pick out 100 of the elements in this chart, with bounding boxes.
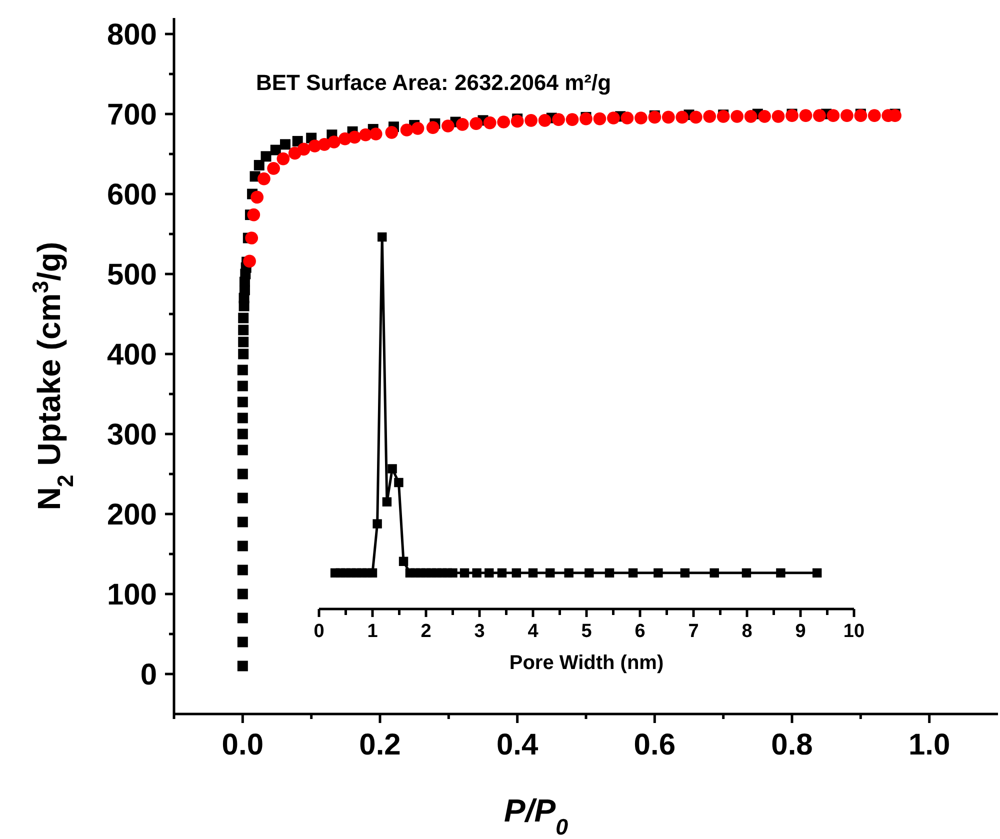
x-tick-label: 8 bbox=[742, 620, 752, 642]
point bbox=[716, 110, 730, 123]
point bbox=[385, 126, 398, 139]
point bbox=[676, 110, 689, 124]
x-tick-label: 5 bbox=[581, 620, 592, 642]
point bbox=[426, 121, 440, 134]
point bbox=[538, 114, 552, 127]
point bbox=[510, 114, 524, 128]
point bbox=[328, 136, 340, 148]
point bbox=[472, 568, 482, 578]
point bbox=[238, 312, 249, 324]
x-tick-label: 0.2 bbox=[359, 728, 401, 762]
point bbox=[776, 568, 786, 578]
point bbox=[411, 122, 424, 135]
point bbox=[812, 568, 822, 578]
x-tick-label: 4 bbox=[528, 620, 539, 642]
point bbox=[689, 110, 702, 124]
point bbox=[662, 110, 675, 124]
point bbox=[484, 568, 494, 578]
x-tick-label: 0 bbox=[314, 620, 324, 642]
point bbox=[593, 112, 606, 126]
point bbox=[680, 568, 690, 578]
point bbox=[448, 568, 458, 578]
x-tick-label: 1.0 bbox=[908, 728, 950, 762]
point bbox=[483, 116, 496, 130]
point bbox=[280, 139, 290, 150]
point bbox=[382, 497, 392, 506]
point bbox=[237, 612, 248, 624]
x-tick-label: 9 bbox=[795, 620, 806, 642]
point bbox=[710, 568, 719, 578]
point bbox=[372, 519, 382, 528]
point bbox=[237, 380, 248, 392]
point bbox=[254, 160, 264, 170]
y-tick-label: 200 bbox=[106, 498, 157, 532]
point bbox=[634, 112, 648, 124]
point bbox=[250, 190, 264, 204]
point bbox=[297, 142, 310, 156]
x-tick-label: 2 bbox=[420, 620, 432, 642]
point bbox=[868, 109, 881, 122]
point bbox=[604, 568, 614, 578]
point bbox=[400, 124, 414, 136]
point bbox=[237, 540, 248, 552]
x-tick-label: 10 bbox=[843, 620, 865, 642]
point bbox=[237, 468, 248, 480]
x-tick-label: 3 bbox=[474, 620, 485, 642]
x-axis-title: P/P$_{0}$ bbox=[504, 792, 569, 839]
point bbox=[854, 109, 868, 122]
point bbox=[238, 324, 249, 336]
point bbox=[524, 114, 538, 127]
x-tick-label: 7 bbox=[688, 620, 699, 642]
point bbox=[772, 110, 785, 123]
point bbox=[388, 464, 397, 474]
point bbox=[237, 588, 248, 600]
point bbox=[237, 492, 248, 504]
point bbox=[276, 152, 290, 166]
point bbox=[607, 112, 620, 124]
point bbox=[742, 568, 752, 578]
point bbox=[238, 348, 249, 360]
point bbox=[258, 172, 270, 186]
point bbox=[237, 636, 248, 648]
point bbox=[245, 232, 258, 244]
point bbox=[260, 151, 272, 162]
point bbox=[398, 556, 408, 566]
x-tick-label: 6 bbox=[634, 620, 646, 642]
point bbox=[826, 109, 840, 122]
point bbox=[238, 336, 249, 348]
point bbox=[648, 110, 662, 124]
point bbox=[813, 109, 826, 122]
y-tick-label: 700 bbox=[106, 98, 157, 132]
point bbox=[512, 568, 522, 578]
point bbox=[348, 130, 362, 144]
point bbox=[378, 232, 387, 242]
y-tick-label: 800 bbox=[106, 18, 157, 52]
point bbox=[460, 568, 470, 578]
point bbox=[758, 110, 771, 123]
point bbox=[564, 568, 574, 578]
point bbox=[237, 428, 248, 440]
point bbox=[546, 568, 555, 578]
point bbox=[247, 208, 260, 222]
point bbox=[456, 118, 469, 131]
point bbox=[654, 568, 663, 578]
point bbox=[580, 112, 592, 126]
y-tick-label: 500 bbox=[106, 258, 157, 292]
point bbox=[237, 412, 248, 424]
point bbox=[470, 117, 483, 130]
point bbox=[799, 109, 812, 122]
point bbox=[566, 113, 579, 126]
point bbox=[237, 516, 248, 528]
point bbox=[267, 162, 280, 175]
y-tick-label: 100 bbox=[106, 578, 157, 612]
point bbox=[528, 568, 538, 578]
point bbox=[497, 568, 507, 578]
point bbox=[584, 568, 594, 578]
point bbox=[237, 660, 248, 672]
point bbox=[786, 109, 798, 122]
point bbox=[368, 568, 378, 578]
x-tick-label: 0.4 bbox=[496, 728, 538, 762]
point bbox=[237, 564, 248, 576]
point bbox=[552, 113, 565, 126]
y-tick-label: 600 bbox=[106, 178, 157, 212]
